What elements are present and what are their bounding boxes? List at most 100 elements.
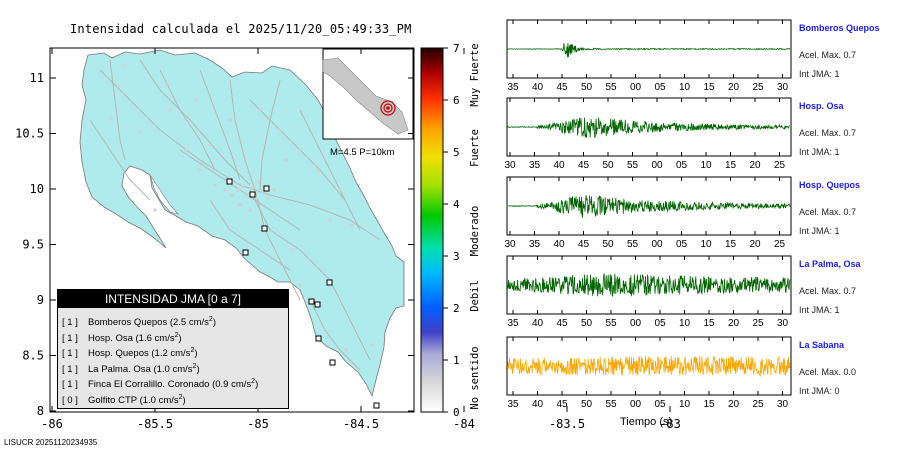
waveform-tick-label: 30 [777, 318, 789, 329]
map-y-tick-label: 11 [30, 71, 44, 85]
waveform-tick-label: 45 [556, 318, 568, 329]
waveform-tick-label: 30 [777, 82, 789, 93]
waveform-tick-label: 50 [581, 399, 593, 410]
waveform-trace [507, 273, 791, 297]
colorbar-tick-label: 2 [453, 302, 460, 315]
legend-item-unit-exponent: 2 [178, 393, 183, 401]
colorbar-tick-label: 6 [453, 94, 460, 107]
legend-item: [ 1 ] Finca El Corralillo. Coronado (0.9 … [62, 374, 288, 390]
waveform-tick-label: 20 [749, 239, 761, 250]
gulf-of-nicoya [149, 174, 179, 215]
colorbar-tick-label: 3 [453, 250, 460, 263]
waveform-tick-label: 35 [507, 318, 519, 329]
colorbar-labels: Muy Fuerte Fuerte Moderado Debil No sentido [469, 43, 481, 409]
waveform-tick-label: 05 [654, 399, 666, 410]
map-y-tick-label: 10.5 [15, 127, 44, 141]
waveform-tick-label: 50 [602, 239, 614, 250]
colorbar-category-label: Muy Fuerte [469, 43, 481, 106]
waveform-tick-label: 10 [679, 399, 691, 410]
waveform-tick-label: 20 [728, 399, 740, 410]
waveform-tick-label: 00 [651, 160, 663, 171]
waveform-tick-label: 55 [627, 239, 639, 250]
station-info: Acel. Max. 0.7 Int JMA: 1 [799, 203, 856, 241]
legend-item-unit-close: ) [212, 317, 216, 329]
legend-item-unit-exponent: 2 [174, 331, 179, 339]
waveform-tick-label: 30 [504, 239, 516, 250]
waveform-tick-label: 55 [605, 318, 617, 329]
colorbar-ticks: 7 6 5 4 3 2 1 0 [443, 42, 460, 419]
legend-list: [ 1 ] Bomberos Quepos (2.5 cm/s2)[ 1 ] Hos… [62, 312, 288, 406]
waveform-tick-label: 25 [752, 318, 764, 329]
legend-item: [ 0 ] Golfito CTP (1.0 cm/s2) [62, 390, 288, 406]
map-title: Intensidad calculada el 2025/11/20_05:49… [70, 22, 412, 36]
waveform-tick-label: 15 [725, 239, 737, 250]
colorbar-tick-label: 4 [453, 198, 460, 211]
legend-item: [ 1 ] La Palma. Osa (1.0 cm/s2) [62, 359, 288, 375]
waveform-tick-label: 35 [507, 399, 519, 410]
legend-item-unit-close: ) [255, 379, 259, 391]
legend-item: [ 1 ] Hosp. Osa (1.6 cm/s2) [62, 328, 288, 344]
colorbar-tick-label: 5 [453, 146, 460, 159]
waveform-trace [508, 195, 791, 218]
waveform-tick-label: 00 [630, 318, 642, 329]
legend-item-unit-exponent: 2 [192, 362, 197, 370]
waveform-trace [507, 355, 791, 378]
intensity-colorbar [420, 47, 444, 413]
station-int-jma: Int JMA: 1 [799, 305, 840, 315]
map-y-tick-label: 9.5 [22, 238, 44, 252]
waveform-tick-label: 45 [556, 82, 568, 93]
waveform-tick-label: 30 [777, 399, 789, 410]
station-name: Hosp. Quepos [799, 180, 861, 190]
station-name: Bomberos Quepos [799, 23, 880, 33]
map-y-tick-label: 9 [37, 293, 44, 307]
colorbar-tick-label: 0 [453, 406, 460, 419]
station-info: Acel. Max. 0.0 Int JMA: 0 [799, 363, 856, 401]
station-int-jma: Int JMA: 1 [799, 69, 840, 79]
legend-item-level: [ 1 ] [62, 363, 78, 375]
waveform-time-axis-title: Tiempo (s) [620, 416, 673, 428]
waveform-tick-label: 00 [630, 82, 642, 93]
waveform-tick-label: 35 [529, 239, 541, 250]
waveform-tick-label: 25 [752, 399, 764, 410]
legend-item-text: Hosp. Quepos (1.2 cm/s [88, 348, 191, 360]
station-acel-max: Acel. Max. 0.7 [799, 207, 857, 217]
waveform-tick-label: 10 [679, 318, 691, 329]
map-x-tick-label: -83.5 [549, 417, 585, 431]
legend-item-unit-close: ) [194, 348, 198, 360]
station-acel-max: Acel. Max. 0.7 [799, 286, 857, 296]
station-info: Acel. Max. 0.7 Int JMA: 1 [799, 124, 856, 162]
waveform-trace [507, 117, 790, 138]
waveform-panel: 30 35 40 45 50 55 00 05 10 15 20 25 [504, 97, 792, 171]
epicenter-marker [380, 100, 396, 116]
intensity-legend: INTENSIDAD JMA [0 a 7] [ 1 ] Bomberos Que… [57, 289, 289, 409]
waveform-tick-label: 25 [774, 160, 786, 171]
station-acel-max: Acel. Max. 0.7 [799, 50, 857, 60]
waveform-panel: 35 40 45 50 55 00 05 10 15 20 25 30 [506, 336, 792, 410]
legend-item-level: [ 1 ] [62, 317, 78, 329]
legend-item-unit-close: ) [178, 332, 182, 344]
map-x-tick-label: -84.5 [343, 417, 379, 431]
waveform-tick-label: 00 [651, 239, 663, 250]
waveform-tick-label: 30 [504, 160, 516, 171]
legend-item-level: [ 1 ] [62, 348, 78, 360]
waveform-tick-label: 40 [532, 318, 544, 329]
waveform-tick-label: 50 [581, 82, 593, 93]
waveform-tick-label: 45 [556, 399, 568, 410]
station-int-jma: Int JMA: 1 [799, 147, 840, 157]
legend-item-text: La Palma. Osa (1.0 cm/s [88, 363, 193, 375]
waveform-tick-label: 40 [553, 160, 565, 171]
waveform-tick-label: 55 [627, 160, 639, 171]
waveform-tick-label: 15 [725, 160, 737, 171]
waveform-tick-label: 55 [605, 82, 617, 93]
waveform-tick-label: 05 [654, 82, 666, 93]
waveform-tick-label: 35 [507, 82, 519, 93]
map-y-tick-label: 8 [37, 404, 44, 418]
colorbar-category-label: Fuerte [469, 129, 481, 167]
waveform-tick-label: 05 [654, 318, 666, 329]
waveform-tick-label: 50 [602, 160, 614, 171]
waveform-tick-label: 05 [676, 160, 688, 171]
colorbar-category-label: No sentido [469, 346, 481, 409]
waveform-trace [507, 43, 791, 58]
